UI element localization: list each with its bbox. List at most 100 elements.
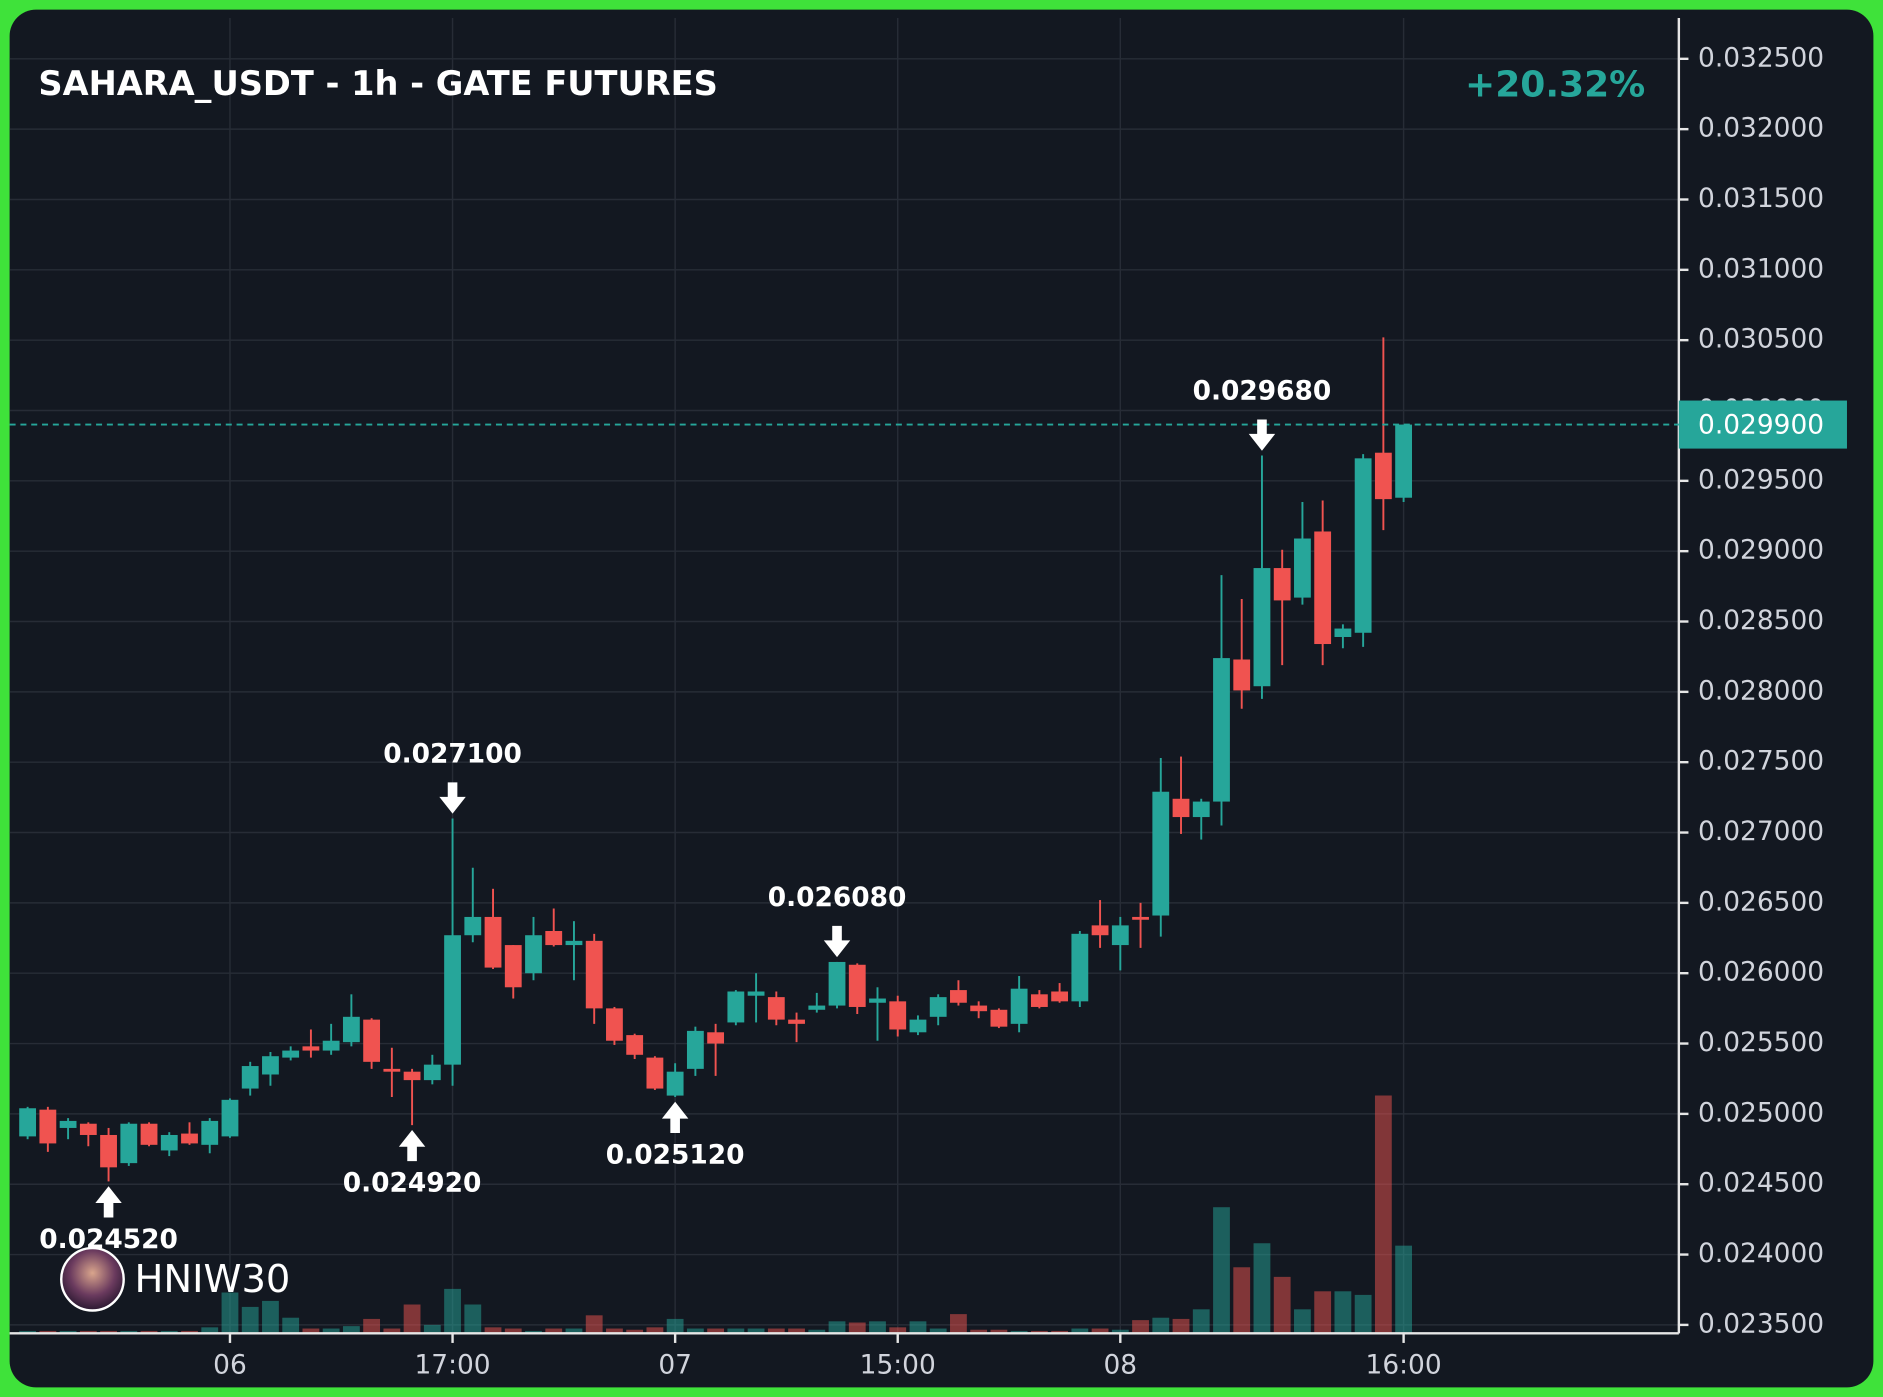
volume-bar [950, 1314, 967, 1334]
volume-bar [262, 1300, 279, 1334]
volume-bar [1395, 1245, 1413, 1334]
x-tick-label: 17:00 [415, 1349, 491, 1380]
candle-body [1233, 659, 1251, 691]
candle-body [181, 1133, 198, 1144]
candle-body [686, 1030, 704, 1069]
volume-bar [383, 1328, 401, 1334]
volume-bar [504, 1328, 522, 1334]
volume-bar [545, 1328, 563, 1334]
candle-body [646, 1057, 664, 1089]
candle-body [363, 1019, 381, 1062]
candle-body [1213, 658, 1230, 802]
candle-body [1374, 452, 1392, 500]
candle-body [403, 1071, 421, 1081]
candle-body [727, 991, 745, 1023]
volume-bar [322, 1328, 340, 1334]
candle-body [808, 1005, 826, 1010]
volume-bar [808, 1329, 826, 1334]
volume-bar [848, 1322, 866, 1334]
annotation-arrow [398, 1129, 426, 1162]
volume-bar [626, 1329, 644, 1334]
candle-layer [19, 337, 1413, 1182]
annotation-label: 0.029680 [1193, 375, 1332, 406]
volume-bar [201, 1327, 219, 1334]
x-tick-label: 06 [213, 1349, 247, 1380]
candle-body [1111, 925, 1129, 946]
volume-bar [747, 1328, 765, 1334]
volume-bar [1152, 1317, 1170, 1334]
annotation-label: 0.025120 [606, 1139, 745, 1170]
candle-body [1273, 568, 1291, 601]
annotation-label: 0.024920 [343, 1167, 482, 1198]
volume-bar [1091, 1328, 1109, 1334]
volume-bar [403, 1304, 421, 1334]
chart-title: SAHARA_USDT - 1h - GATE FUTURES [38, 64, 717, 103]
y-tick-label: 0.026500 [1698, 886, 1824, 917]
volume-bar [666, 1318, 684, 1334]
volume-bar [1192, 1309, 1210, 1334]
candle-body [322, 1040, 340, 1051]
volume-bar [1253, 1243, 1271, 1334]
y-tick-label: 0.027000 [1698, 816, 1824, 847]
volume-bar [241, 1306, 259, 1334]
candle-body [1172, 798, 1190, 818]
volume-bar [484, 1327, 502, 1334]
candle-body [1091, 925, 1109, 936]
candle-body [342, 1016, 360, 1043]
volume-bar [1314, 1291, 1332, 1334]
volume-bar [1334, 1291, 1352, 1334]
volume-bar [990, 1329, 1008, 1334]
candle-body [970, 1005, 988, 1012]
candle-body [484, 916, 502, 968]
x-tick-label: 08 [1104, 1349, 1138, 1380]
volume-bar [1213, 1207, 1230, 1334]
volume-bar [444, 1288, 461, 1334]
y-tick-label: 0.031000 [1698, 253, 1824, 284]
candle-body [828, 961, 846, 1006]
volume-bar [869, 1321, 886, 1334]
volume-bar [565, 1328, 583, 1334]
volume-bar [342, 1326, 360, 1334]
volume-bar [646, 1327, 664, 1334]
candle-body [1192, 801, 1210, 818]
candle-body [929, 997, 947, 1017]
panel [9, 9, 1874, 1388]
annotation-label: 0.027100 [383, 738, 522, 769]
candle-body [1253, 568, 1271, 687]
annotation-arrow [1248, 419, 1276, 451]
candle-body [545, 931, 563, 946]
candle-body [950, 990, 967, 1003]
candle-body [1030, 994, 1048, 1007]
volume-bar [1111, 1329, 1129, 1334]
volume-bar [767, 1328, 785, 1334]
y-tick-label: 0.029000 [1698, 535, 1824, 566]
y-tick-label: 0.030500 [1698, 324, 1824, 355]
candle-body [160, 1134, 178, 1151]
volume-bar [686, 1328, 704, 1334]
candle-body [201, 1120, 219, 1145]
candle-body [262, 1056, 279, 1075]
volume-bar [302, 1328, 320, 1334]
volume-bar [909, 1321, 927, 1334]
y-tick-label: 0.026000 [1698, 957, 1824, 988]
candle-body [282, 1050, 300, 1058]
volume-bar [828, 1321, 846, 1334]
candle-body [504, 945, 522, 988]
candle-body [383, 1068, 401, 1072]
candle-body [747, 991, 765, 996]
volume-bar [221, 1292, 239, 1334]
volume-bar [970, 1329, 988, 1334]
x-tick-label: 15:00 [860, 1349, 936, 1380]
y-tick-label: 0.031500 [1698, 183, 1824, 214]
candle-body [1051, 991, 1069, 1002]
candle-body [1294, 538, 1311, 598]
candle-body [39, 1109, 57, 1144]
candle-body [120, 1123, 138, 1164]
candle-body [19, 1108, 37, 1137]
volume-layer [19, 1095, 1413, 1334]
volume-bar [1374, 1095, 1392, 1334]
volume-bar [363, 1318, 381, 1334]
watermark: HNIW30 [135, 1257, 291, 1302]
candle-body [59, 1120, 77, 1128]
